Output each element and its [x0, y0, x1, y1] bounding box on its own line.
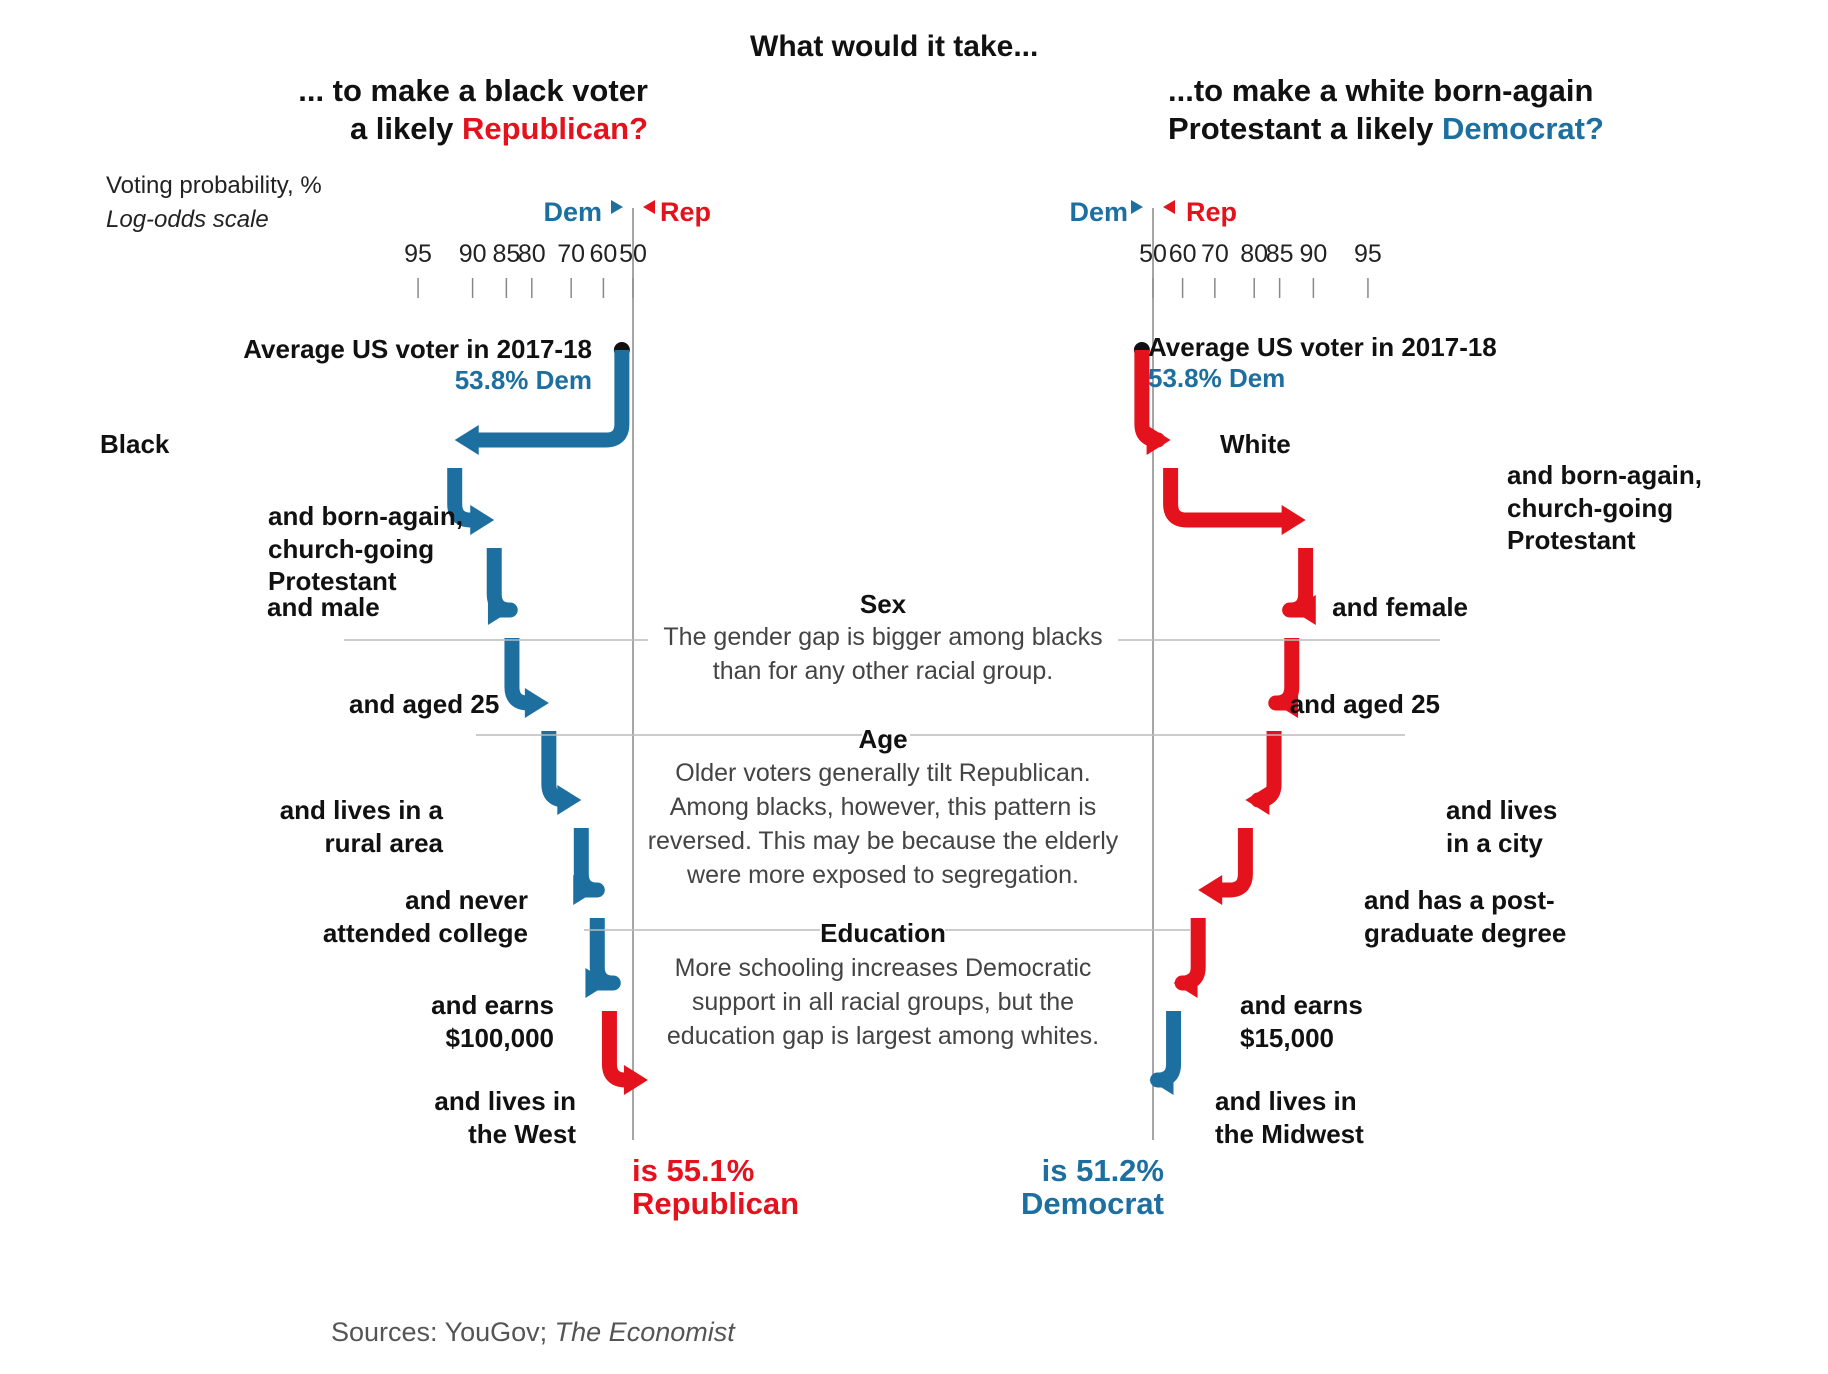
right-step-6-line	[1220, 828, 1253, 898]
left-step-label-black: Black	[100, 429, 170, 459]
right-tick-label-90: 90	[1299, 240, 1327, 268]
note-age-line-3: reversed. This may be because the elderl…	[647, 827, 1119, 855]
right-step-label-protestant: and born-again, church-going Protestant	[1507, 460, 1702, 555]
right-tick-label-60: 60	[1169, 240, 1197, 268]
right-step-label-earns: and earns $15,000	[1240, 990, 1363, 1053]
note-age-line-4: were more exposed to segregation.	[687, 861, 1079, 889]
left-tick-label-70: 70	[557, 240, 585, 268]
left-step-5-arrowhead	[557, 785, 582, 815]
note-sex-line-2: than for any other racial group.	[712, 657, 1054, 685]
left-heading-line-1: ... to make a black voter	[298, 73, 648, 108]
left-tick-label-50: 50	[619, 240, 647, 268]
right-step-label-white: White	[1220, 429, 1291, 459]
axis-title: Voting probability, %	[106, 172, 322, 199]
source-note: Sources: YouGov; The Economist	[331, 1316, 735, 1350]
note-education-line-1: More schooling increases Democratic	[674, 954, 1092, 982]
right-step-2-line	[1163, 468, 1284, 528]
left-step-label-earns: and earns $100,000	[431, 990, 554, 1053]
left-step-label-aged: and aged 25	[349, 689, 500, 719]
note-education-line-3: education gap is largest among whites.	[666, 1022, 1100, 1050]
right-step-label-female: and female	[1332, 592, 1468, 622]
note-education-line-2: support in all racial groups, but the	[691, 988, 1075, 1016]
left-step-6-arrowhead	[573, 875, 598, 905]
note-age-heading: Age	[858, 724, 908, 754]
right-step-8-arrowhead	[1149, 1065, 1174, 1095]
left-step-label-rural: and lives in a rural area	[279, 795, 443, 858]
right-step-7-arrowhead	[1173, 968, 1198, 998]
left-step-1-line	[476, 350, 630, 448]
right-rep-tag: Rep	[1186, 197, 1238, 227]
left-step-2-arrowhead	[470, 505, 495, 535]
right-tick-label-85: 85	[1266, 240, 1294, 268]
right-step-5-arrowhead	[1245, 785, 1270, 815]
left-result-line-2: Republican	[632, 1186, 800, 1221]
left-dem-tag: Dem	[543, 197, 602, 227]
left-step-8-arrowhead	[623, 1065, 648, 1095]
left-start-value: 53.8% Dem	[454, 365, 592, 395]
right-tick-label-70: 70	[1201, 240, 1229, 268]
right-step-2-arrowhead	[1281, 505, 1306, 535]
left-step-4-arrowhead	[524, 688, 549, 718]
left-tick-label-95: 95	[404, 240, 432, 268]
right-step-1-arrowhead	[1146, 425, 1171, 455]
left-step-7-arrowhead	[585, 968, 610, 998]
right-heading-party: Democrat?	[1441, 111, 1604, 146]
right-heading-line-1: ...to make a white born-again	[1168, 73, 1594, 108]
right-step-4-arrowhead	[1274, 688, 1299, 718]
right-result-line-1: is 51.2%	[1041, 1153, 1164, 1188]
left-step-label-male: and male	[267, 592, 380, 622]
note-sex-line-1: The gender gap is bigger among blacks	[663, 623, 1103, 651]
right-step-label-city: and lives in a city	[1446, 795, 1558, 858]
right-step-3-arrowhead	[1291, 595, 1316, 625]
left-heading-prefix: a likely	[349, 111, 462, 146]
left-rep-arrow-icon	[643, 200, 655, 214]
right-tick-label-50: 50	[1139, 240, 1167, 268]
right-start-label: Average US voter in 2017-18	[1148, 332, 1497, 362]
right-tick-label-80: 80	[1240, 240, 1268, 268]
left-step-label-protestant: and born-again, church-going Protestant	[268, 501, 463, 596]
left-step-1-arrowhead	[454, 425, 479, 455]
left-rep-tag: Rep	[660, 197, 712, 227]
left-tick-label-90: 90	[459, 240, 487, 268]
right-step-label-degree: and has a post-graduate degree	[1364, 885, 1567, 948]
right-dem-tag: Dem	[1069, 197, 1128, 227]
right-heading-line-2: Protestant a likely Democrat?	[1168, 110, 1604, 149]
left-dem-arrow-icon	[611, 200, 623, 214]
left-heading-line-2: a likely Republican?	[350, 110, 648, 149]
left-step-label-college: and never attended college	[322, 885, 528, 948]
source-text: Sources: YouGov;	[331, 1317, 555, 1347]
left-step-8-line	[601, 1011, 633, 1088]
right-tick-label-95: 95	[1354, 240, 1382, 268]
right-start-value: 53.8% Dem	[1148, 363, 1286, 393]
right-step-label-aged: and aged 25	[1289, 689, 1440, 719]
left-tick-label-85: 85	[492, 240, 520, 268]
left-step-label-west: and lives in the West	[434, 1086, 576, 1149]
right-heading-prefix: Protestant a likely	[1168, 111, 1442, 146]
left-tick-label-60: 60	[589, 240, 617, 268]
left-step-3-arrowhead	[487, 595, 512, 625]
note-sex-heading: Sex	[859, 589, 907, 619]
note-education-heading: Education	[820, 918, 946, 948]
left-tick-label-80: 80	[518, 240, 546, 268]
left-heading-party: Republican?	[461, 111, 648, 146]
note-age-line-2: Among blacks, however, this pattern is	[669, 793, 1097, 821]
right-result-line-2: Democrat	[1021, 1186, 1164, 1221]
note-age-line-1: Older voters generally tilt Republican.	[675, 759, 1091, 787]
axis-subtitle: Log-odds scale	[106, 206, 269, 233]
main-title: What would it take...	[750, 30, 1039, 63]
left-start-label: Average US voter in 2017-18	[243, 334, 592, 364]
source-publication: The Economist	[554, 1317, 735, 1347]
right-rep-arrow-icon	[1163, 200, 1175, 214]
right-step-label-midwest: and lives in the Midwest	[1215, 1086, 1364, 1149]
right-step-6-arrowhead	[1198, 875, 1223, 905]
right-dem-arrow-icon	[1131, 200, 1143, 214]
left-result-line-1: is 55.1%	[632, 1153, 755, 1188]
